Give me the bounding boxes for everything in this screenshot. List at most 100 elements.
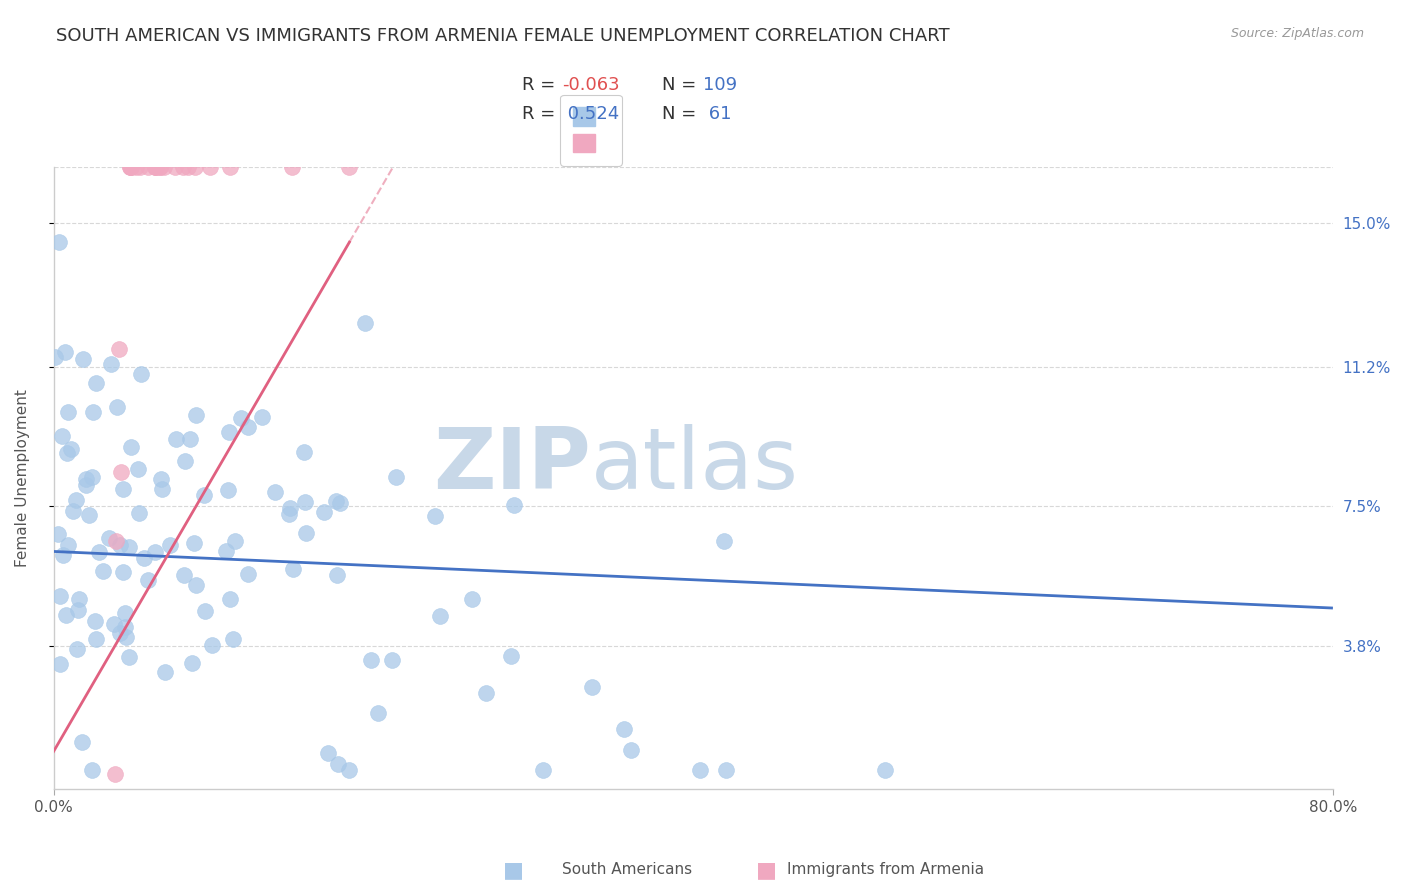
Point [181,656,204,670]
Point [84,376,107,390]
Point [82,470,104,484]
Point [385,470,408,484]
Point [215,543,238,558]
Point [173,454,195,468]
Text: 109: 109 [703,76,737,94]
Point [86,632,108,647]
Text: -0.063: -0.063 [562,76,620,94]
Point [381,653,404,667]
Point [165,432,187,446]
Point [278,508,301,522]
Text: Source: ZipAtlas.com: Source: ZipAtlas.com [1230,27,1364,40]
Point [115,630,138,644]
Point [613,722,636,736]
Point [107,342,129,356]
Point [118,160,141,174]
Point [112,482,135,496]
Point [62,504,84,518]
Point [278,501,301,516]
Point [193,488,215,502]
Point [136,573,159,587]
Point [104,767,127,781]
Point [100,357,122,371]
Point [49,589,72,603]
Point [120,440,142,454]
Point [112,565,135,579]
Point [159,538,181,552]
Point [93,565,115,579]
Text: SOUTH AMERICAN VS IMMIGRANTS FROM ARMENIA FEMALE UNEMPLOYMENT CORRELATION CHART: SOUTH AMERICAN VS IMMIGRANTS FROM ARMENI… [56,27,950,45]
Point [79,508,101,522]
Point [283,562,305,576]
Point [312,505,335,519]
Point [67,603,90,617]
Text: ■: ■ [756,860,776,880]
Point [183,536,205,550]
Point [108,625,131,640]
Point [153,160,176,174]
Point [127,462,149,476]
Point [360,653,382,667]
Text: R =: R = [522,105,555,123]
Point [53,344,76,359]
Point [132,551,155,566]
Point [184,160,207,174]
Text: N =: N = [662,105,696,123]
Point [118,160,141,174]
Point [689,764,711,778]
Point [581,681,603,695]
Point [82,764,104,778]
Point [149,160,172,174]
Point [75,472,97,486]
Point [114,606,136,620]
Point [153,665,176,679]
Point [143,545,166,559]
Point [55,608,77,623]
Text: atlas: atlas [591,424,799,507]
Text: ■: ■ [503,860,523,880]
Point [89,545,111,559]
Text: R =: R = [522,76,555,94]
Point [143,160,166,174]
Point [325,568,347,582]
Point [186,578,208,592]
Point [250,410,273,425]
Point [714,764,737,778]
Text: South Americans: South Americans [562,863,693,877]
Text: 0.524: 0.524 [562,105,620,123]
Point [48,657,70,672]
Point [475,686,498,700]
Point [337,764,360,778]
Point [238,419,260,434]
Point [149,472,172,486]
Point [136,160,159,174]
Point [110,465,132,479]
Point [108,538,131,552]
Point [65,493,87,508]
Y-axis label: Female Unemployment: Female Unemployment [15,389,30,566]
Point [129,368,152,382]
Point [114,620,136,634]
Legend: , : , [560,95,621,166]
Point [295,526,318,541]
Point [52,548,75,562]
Point [120,160,142,174]
Point [75,478,97,492]
Point [222,632,245,647]
Point [425,508,447,523]
Point [217,483,239,497]
Point [150,482,173,496]
Point [337,160,360,174]
Point [294,495,316,509]
Point [97,819,120,833]
Point [149,160,172,174]
Point [281,160,304,174]
Point [82,405,104,419]
Point [72,735,94,749]
Point [128,506,150,520]
Point [104,534,127,549]
Point [292,444,315,458]
Point [236,566,259,581]
Point [51,429,73,443]
Text: Immigrants from Armenia: Immigrants from Armenia [787,863,984,877]
